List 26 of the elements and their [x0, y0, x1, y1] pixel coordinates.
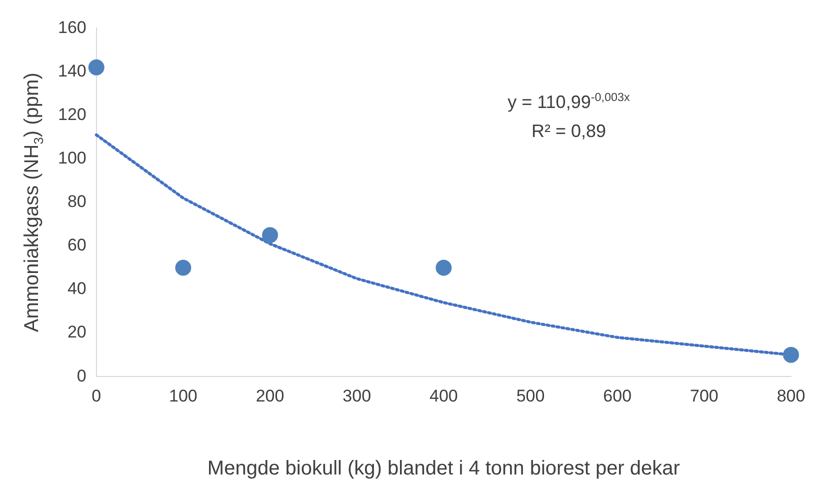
- x-tick-label: 500: [516, 386, 545, 406]
- x-tick-label: 300: [342, 386, 372, 406]
- x-tick-label: 400: [429, 386, 458, 406]
- y-tick-label: 80: [67, 192, 86, 212]
- point: [88, 59, 104, 76]
- x-tick-label: 800: [776, 386, 806, 406]
- point: [436, 260, 452, 276]
- y-tick-label: 100: [58, 148, 86, 168]
- y-tick-label: 0: [76, 366, 86, 386]
- x-tick-label: 600: [603, 386, 632, 406]
- x-tick-label: 0: [92, 386, 102, 406]
- point: [262, 227, 278, 244]
- x-tick-label: 100: [169, 386, 198, 406]
- y-tick-label: 140: [58, 61, 86, 80]
- y-tick-label: 160: [58, 18, 86, 37]
- x-tick-label: 200: [256, 386, 284, 406]
- x-tick-label: 700: [690, 386, 718, 406]
- point: [175, 260, 192, 276]
- y-tick-label: 60: [67, 236, 86, 255]
- x-axis-title: Mengde biokull (kg) blandet i 4 tonn biorest per dekar: [207, 458, 680, 480]
- y-tick-label: 40: [67, 279, 86, 298]
- y-tick-label: 120: [58, 104, 86, 124]
- point: [783, 346, 799, 363]
- annotation: R² = 0,89: [531, 121, 606, 142]
- y-tick-label: 20: [67, 322, 86, 342]
- y-axis-title: Ammoniakkgass (NH3) (ppm): [21, 72, 46, 332]
